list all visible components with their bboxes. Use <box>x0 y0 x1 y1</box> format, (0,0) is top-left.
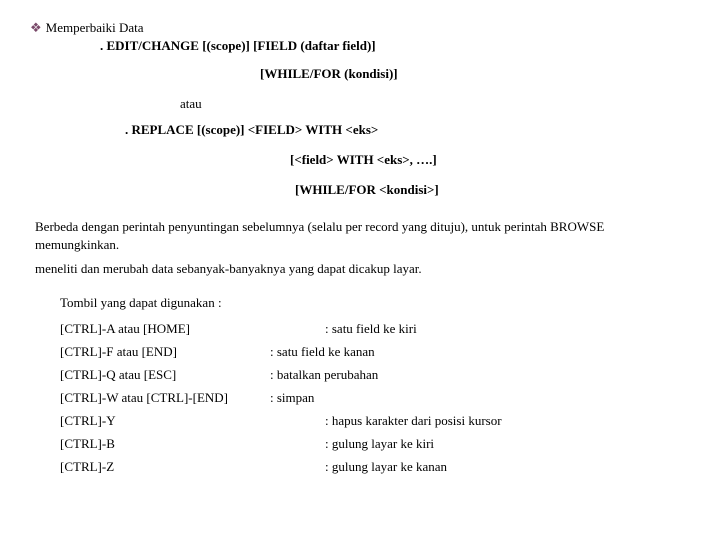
keyboard-row: [CTRL]-F atau [END]: satu field ke kanan <box>60 344 690 360</box>
paragraph-2: meneliti dan merubah data sebanyak-banya… <box>35 261 690 277</box>
key-combo: [CTRL]-F atau [END] <box>60 344 270 360</box>
key-combo: [CTRL]-W atau [CTRL]-[END] <box>60 390 270 406</box>
key-combo: [CTRL]-B <box>60 436 270 452</box>
diamond-bullet-icon: ❖ <box>30 20 42 36</box>
tombil-heading: Tombil yang dapat digunakan : <box>60 295 690 311</box>
key-description: : satu field ke kanan <box>270 344 375 360</box>
key-description: : gulung layar ke kanan <box>325 459 447 475</box>
syntax-while-for-2: [WHILE/FOR <kondisi>] <box>295 182 690 198</box>
keyboard-row: [CTRL]-Y : hapus karakter dari posisi kur… <box>60 413 690 429</box>
key-description: : simpan <box>270 390 314 406</box>
key-description: : batalkan perubahan <box>270 367 378 383</box>
keyboard-row: [CTRL]-W atau [CTRL]-[END]: simpan <box>60 390 690 406</box>
key-combo: [CTRL]-A atau [HOME] <box>60 321 270 337</box>
syntax-replace: . REPLACE [(scope)] <FIELD> WITH <eks> <box>125 122 690 138</box>
atau-text: atau <box>180 96 690 112</box>
title-line: ❖ Memperbaiki Data <box>30 20 690 36</box>
syntax-while-for-1: [WHILE/FOR (kondisi)] <box>260 66 690 82</box>
key-description: : gulung layar ke kiri <box>325 436 434 452</box>
paragraph-1: Berbeda dengan perintah penyuntingan seb… <box>35 218 690 253</box>
key-combo: [CTRL]-Y <box>60 413 270 429</box>
keyboard-row: [CTRL]-B : gulung layar ke kiri <box>60 436 690 452</box>
keyboard-table: [CTRL]-A atau [HOME] : satu field ke kiri… <box>60 321 690 475</box>
key-combo: [CTRL]-Q atau [ESC] <box>60 367 270 383</box>
syntax-field-with: [<field> WITH <eks>, ….] <box>290 152 690 168</box>
key-combo: [CTRL]-Z <box>60 459 270 475</box>
key-description: : satu field ke kiri <box>325 321 417 337</box>
keyboard-row: [CTRL]-Z : gulung layar ke kanan <box>60 459 690 475</box>
title-text: Memperbaiki Data <box>46 20 144 36</box>
key-description: : hapus karakter dari posisi kursor <box>325 413 502 429</box>
keyboard-row: [CTRL]-Q atau [ESC]: batalkan perubahan <box>60 367 690 383</box>
syntax-edit-change: . EDIT/CHANGE [(scope)] [FIELD (daftar f… <box>100 38 690 54</box>
keyboard-row: [CTRL]-A atau [HOME] : satu field ke kiri <box>60 321 690 337</box>
